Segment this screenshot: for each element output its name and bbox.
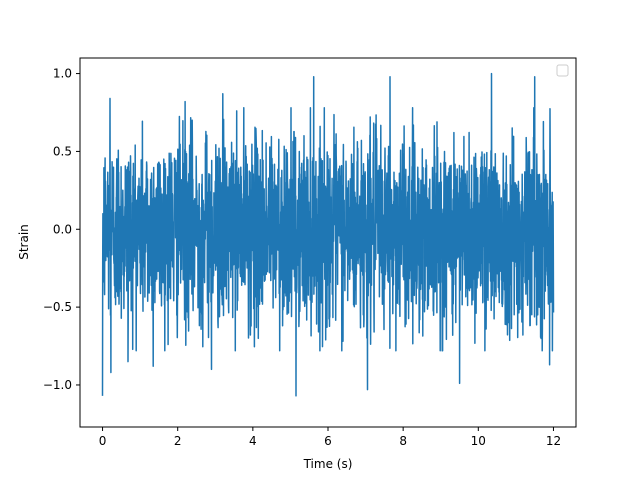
- y-tick-label: −1.0: [43, 378, 72, 392]
- x-tick-label: 12: [546, 434, 561, 448]
- y-tick-label: 0.5: [53, 144, 72, 158]
- y-axis: −1.0 −0.5 0.0 0.5 1.0: [43, 67, 80, 392]
- strain-series-line: [101, 72, 555, 397]
- y-tick-label: 0.0: [53, 222, 72, 236]
- x-axis-label: Time (s): [303, 457, 353, 471]
- x-tick-label: 2: [174, 434, 182, 448]
- x-tick-label: 8: [399, 434, 407, 448]
- legend-box: [556, 64, 569, 77]
- y-axis-label: Strain: [17, 224, 31, 260]
- x-tick-label: 6: [324, 434, 332, 448]
- x-tick-label: 0: [99, 434, 107, 448]
- x-tick-label: 4: [249, 434, 257, 448]
- x-axis: 0 2 4 6 8 10 12: [99, 427, 561, 448]
- y-tick-label: 1.0: [53, 67, 72, 81]
- x-tick-label: 10: [471, 434, 486, 448]
- y-tick-label: −0.5: [43, 300, 72, 314]
- plot-area: [101, 72, 555, 397]
